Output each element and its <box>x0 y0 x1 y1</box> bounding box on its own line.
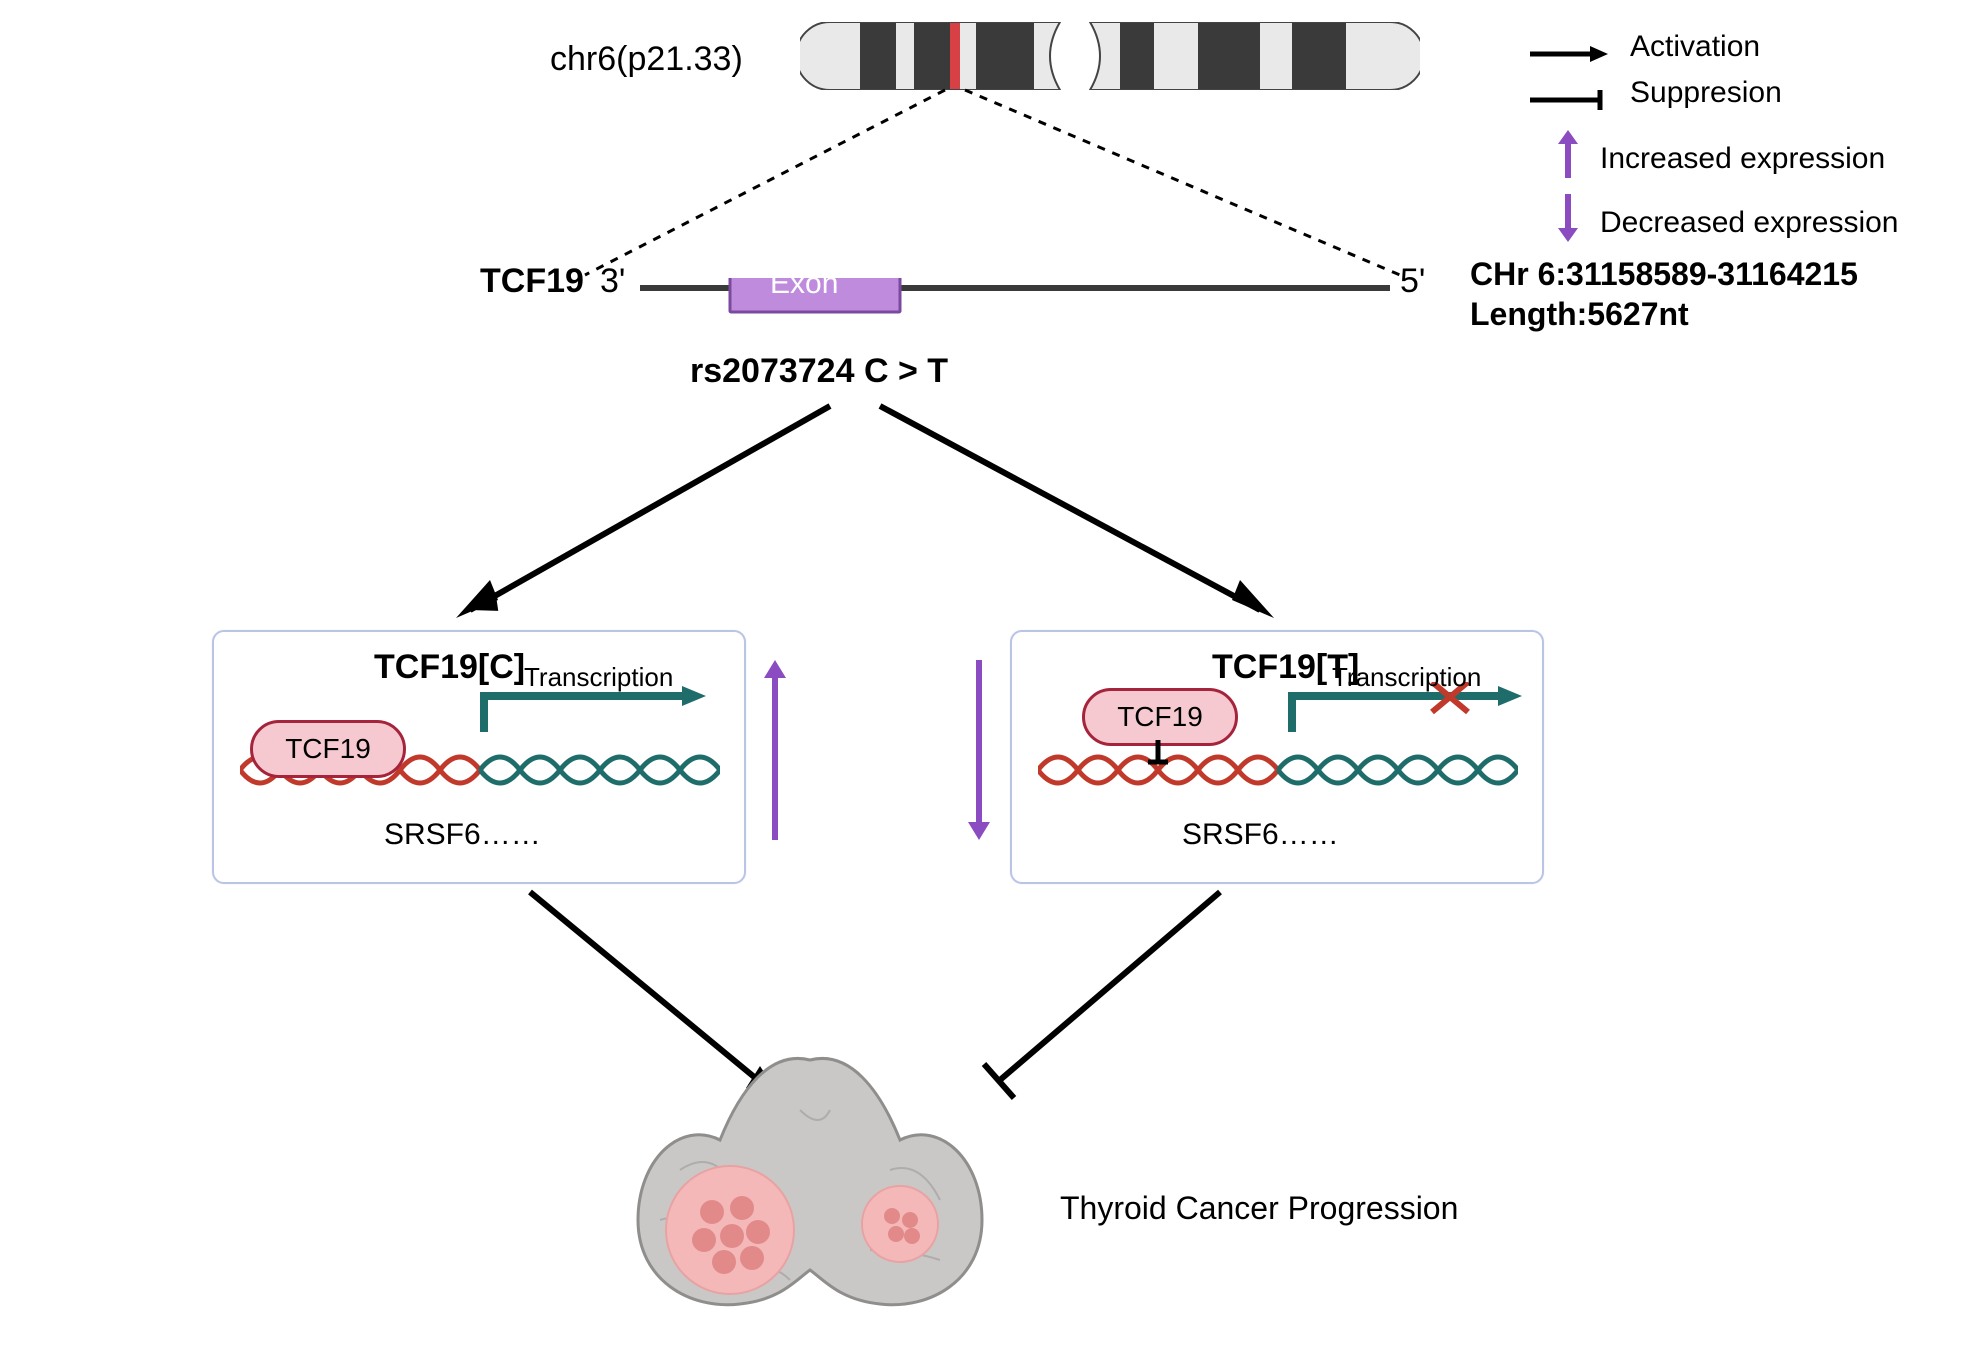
outcome-label: Thyroid Cancer Progression <box>1060 1190 1458 1227</box>
thyroid-icon <box>620 1050 1000 1325</box>
